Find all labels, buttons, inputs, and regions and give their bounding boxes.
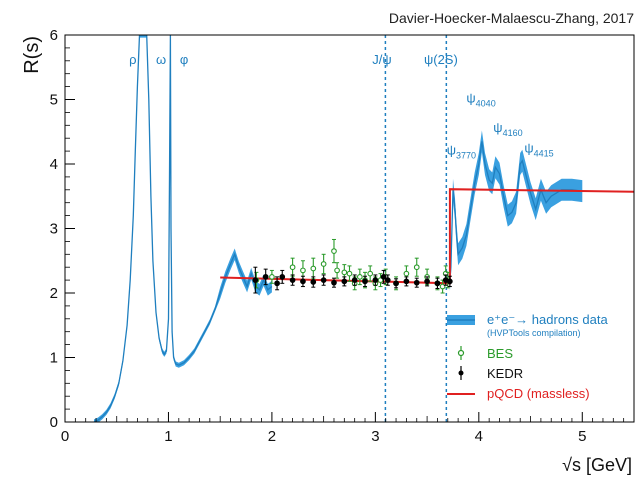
resonance-label-6: ψ4040 xyxy=(466,91,495,109)
bes-point-11 xyxy=(356,274,363,280)
x-axis-label: √s [GeV] xyxy=(562,455,632,475)
kedr-point-21 xyxy=(447,278,453,285)
x-tick-label-3: 3 xyxy=(371,428,379,445)
x-tick-label-1: 1 xyxy=(164,428,172,445)
resonance-label-sub-8: 4415 xyxy=(534,148,554,158)
legend-kedr-label: KEDR xyxy=(487,366,523,381)
kedr-point-17 xyxy=(413,279,420,286)
y-tick-label-6: 6 xyxy=(50,27,58,44)
y-axis-label: R(s) xyxy=(21,36,43,74)
kedr-point-10 xyxy=(351,277,358,283)
bes-point-13 xyxy=(367,270,374,277)
bes-point-1 xyxy=(269,274,275,280)
legend-kedr-marker xyxy=(458,370,464,376)
y-tick-label-4: 4 xyxy=(50,156,58,173)
data-line-0 xyxy=(93,35,273,422)
kedr-point-5 xyxy=(300,278,306,285)
kedr-point-14 xyxy=(384,277,391,283)
kedr-point-6 xyxy=(310,279,317,285)
legend-bes-marker xyxy=(457,349,465,357)
kedr-point-15 xyxy=(393,280,399,287)
x-tick-label-2: 2 xyxy=(268,428,276,445)
kedr-point-0 xyxy=(252,277,259,283)
kedr-point-12 xyxy=(372,277,379,283)
data-band-1 xyxy=(449,130,583,292)
resonance-label-sub-7: 4160 xyxy=(503,128,523,138)
x-tick-label-4: 4 xyxy=(475,428,483,445)
kedr-point-16 xyxy=(403,278,410,285)
resonance-label-5: ψ3770 xyxy=(447,142,476,160)
resonance-label-sub-6: 4040 xyxy=(476,99,496,109)
y-tick-label-5: 5 xyxy=(50,92,58,109)
axes: 0 1 2 3 4 5 0 1 2 3 4 5 6 xyxy=(50,27,635,445)
kedr-point-4 xyxy=(289,277,296,283)
y-tick-label-3: 3 xyxy=(50,221,58,238)
kedr-point-7 xyxy=(320,277,327,283)
kedr-point-2 xyxy=(274,280,280,287)
bes-point-7 xyxy=(334,267,340,274)
kedr-point-9 xyxy=(341,278,348,285)
plot-frame xyxy=(64,34,635,423)
bes-point-9 xyxy=(346,270,353,277)
kedr-point-19 xyxy=(434,280,441,287)
resonance-label-4: ψ(2S) xyxy=(424,52,458,67)
kedr-point-18 xyxy=(424,278,430,285)
legend-pqcd-label: pQCD (massless) xyxy=(487,386,590,401)
legend-bes-label: BES xyxy=(487,346,513,361)
resonance-label-sub-5: 3770 xyxy=(456,150,476,160)
resonance-label-2: φ xyxy=(180,52,188,67)
bes-point-6 xyxy=(331,248,337,254)
kedr-point-8 xyxy=(331,279,337,286)
y-tick-label-1: 1 xyxy=(50,350,58,367)
plot-content xyxy=(93,35,634,422)
kedr-point-1 xyxy=(262,274,269,280)
legend: e⁺e⁻→ hadrons data (HVPTools compilation… xyxy=(447,312,608,401)
x-tick-label-5: 5 xyxy=(578,428,586,445)
bes-point-2 xyxy=(289,264,296,271)
resonance-label-1: ω xyxy=(156,52,166,67)
kedr-point-11 xyxy=(362,278,368,285)
x-tick-label-0: 0 xyxy=(61,428,69,445)
bes-point-18 xyxy=(403,270,410,277)
y-tick-label-0: 0 xyxy=(50,414,58,431)
bes-point-8 xyxy=(341,269,348,276)
legend-data-label: e⁺e⁻→ hadrons data xyxy=(487,312,608,327)
resonance-label-3: J/ψ xyxy=(372,52,391,67)
resonance-label-7: ψ4160 xyxy=(493,120,522,138)
bes-point-3 xyxy=(300,267,306,274)
resonance-label-8: ψ4415 xyxy=(524,140,553,158)
bes-point-5 xyxy=(320,261,327,267)
chart-title: Davier-Hoecker-Malaescu-Zhang, 2017 xyxy=(389,10,634,26)
data-band-0 xyxy=(94,35,272,422)
y-tick-label-2: 2 xyxy=(50,285,58,302)
data-line-1 xyxy=(449,141,583,281)
kedr-point-3 xyxy=(279,274,286,280)
bes-point-19 xyxy=(413,264,420,271)
bes-point-4 xyxy=(310,265,317,272)
resonance-label-0: ρ xyxy=(129,52,136,67)
legend-data-note: (HVPTools compilation) xyxy=(487,328,581,338)
kedr-point-13 xyxy=(380,274,387,280)
